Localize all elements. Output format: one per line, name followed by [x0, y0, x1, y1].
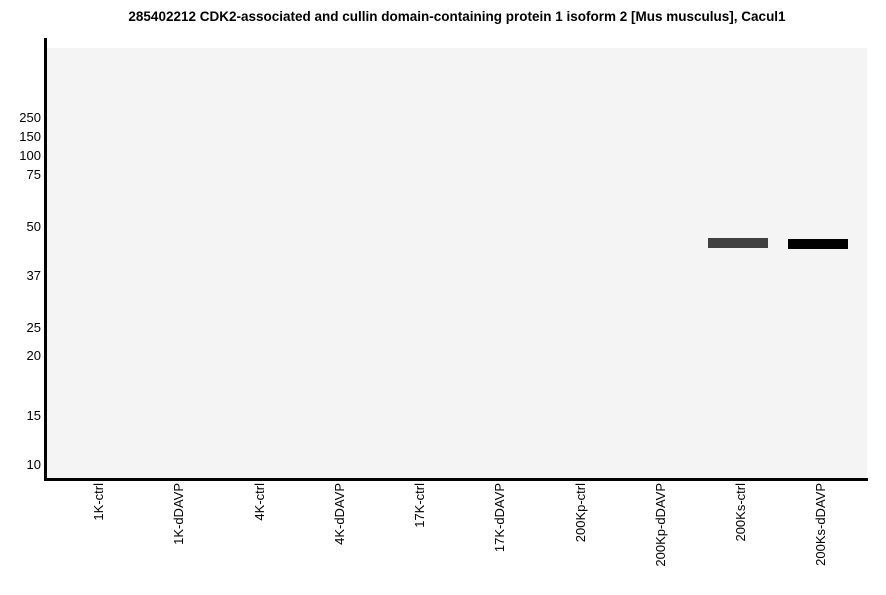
- y-tick-label-50: 50: [26, 219, 41, 234]
- y-tick-label-150: 150: [19, 129, 41, 144]
- lane-label-200Ks-ctrl: 200Ks-ctrl: [733, 483, 748, 542]
- lane-label-200Ks-dDAVP: 200Ks-dDAVP: [813, 483, 829, 566]
- y-tick-label-75: 75: [26, 167, 41, 182]
- y-axis-line: [44, 38, 47, 481]
- lane-label-17K-ctrl: 17K-ctrl: [412, 483, 427, 528]
- lane-label-1K-ctrl: 1K-ctrl: [91, 483, 106, 521]
- y-tick-label-100: 100: [19, 148, 41, 163]
- gel-band-200Ks-ctrl: [708, 238, 768, 248]
- gel-band-200Ks-dDAVP: [788, 239, 849, 249]
- lane-label-4K-dDAVP: 4K-dDAVP: [331, 483, 347, 545]
- x-axis-line: [44, 478, 868, 481]
- chart-title: 285402212 CDK2-associated and cullin dom…: [128, 9, 786, 24]
- lane-label-4K-ctrl: 4K-ctrl: [251, 483, 267, 521]
- lane-label-17K-dDAVP: 17K-dDAVP: [492, 483, 508, 553]
- lane-label-1K-dDAVP: 1K-dDAVP: [171, 483, 187, 545]
- y-tick-label-15: 15: [26, 408, 41, 423]
- y-tick-label-37: 37: [26, 268, 41, 283]
- y-tick-label-20: 20: [26, 348, 41, 363]
- y-tick-label-250: 250: [19, 110, 41, 125]
- y-tick-label-25: 25: [26, 320, 41, 335]
- lane-label-200Kp-dDAVP: 200Kp-dDAVP: [652, 483, 668, 567]
- lane-label-200Kp-ctrl: 200Kp-ctrl: [572, 483, 588, 543]
- plot-area: [47, 48, 867, 478]
- y-tick-label-10: 10: [26, 457, 41, 472]
